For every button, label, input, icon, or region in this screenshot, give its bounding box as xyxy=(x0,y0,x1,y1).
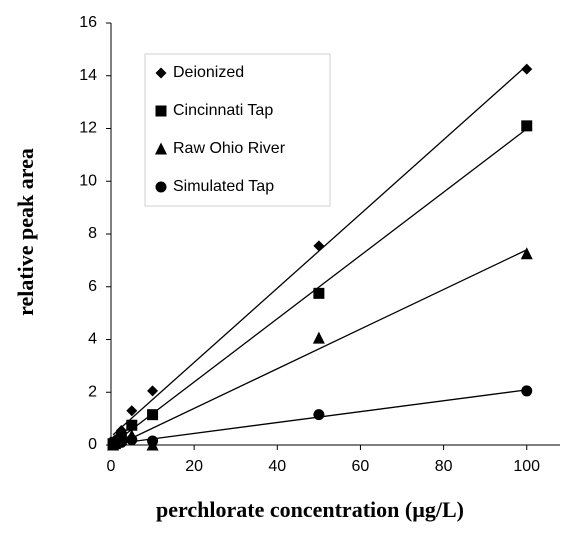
data-point xyxy=(147,435,159,447)
y-tick-label: 12 xyxy=(79,120,97,137)
legend-marker xyxy=(155,142,167,155)
x-axis-label: perchlorate concentration (µg/L) xyxy=(156,497,464,522)
y-tick-label: 0 xyxy=(88,436,97,453)
legend-marker xyxy=(155,181,167,193)
legend-box xyxy=(144,53,331,207)
y-tick-label: 14 xyxy=(79,67,97,84)
data-point xyxy=(521,120,533,132)
legend: Deionized Cincinnati Tap Raw Ohio River Sim… xyxy=(144,53,331,207)
y-tick-label: 8 xyxy=(88,225,97,242)
data-point xyxy=(313,240,325,252)
legend-marker xyxy=(155,105,167,117)
data-point xyxy=(126,434,138,446)
y-axis-label: relative peak area xyxy=(13,148,38,316)
x-tick-label: 0 xyxy=(107,458,116,475)
x-tick-label: 20 xyxy=(185,458,203,475)
x-tick-label: 40 xyxy=(268,458,286,475)
legend-label: Simulated Tap xyxy=(173,178,274,195)
data-point xyxy=(147,409,159,421)
y-tick-label: 10 xyxy=(79,172,97,189)
data-point xyxy=(147,385,159,397)
legend-label: Cincinnati Tap xyxy=(173,102,273,119)
legend-label: Deionized xyxy=(173,64,244,81)
data-point xyxy=(312,331,325,344)
y-tick-label: 2 xyxy=(88,383,97,400)
data-point xyxy=(126,405,138,417)
x-tick-label: 100 xyxy=(513,458,540,475)
data-point xyxy=(313,409,325,421)
trend-line xyxy=(112,249,528,448)
x-tick-label: 80 xyxy=(435,458,453,475)
data-point xyxy=(521,385,533,397)
data-point xyxy=(126,419,138,431)
data-point xyxy=(520,247,533,260)
y-tick-label: 4 xyxy=(88,331,97,348)
x-tick-label: 60 xyxy=(352,458,370,475)
trend-line xyxy=(112,128,528,445)
data-point xyxy=(521,63,533,75)
data-point xyxy=(115,436,127,448)
data-point xyxy=(313,287,325,299)
y-tick-label: 6 xyxy=(88,278,97,295)
legend-label: Raw Ohio River xyxy=(173,140,286,157)
y-tick-label: 16 xyxy=(79,14,97,31)
legend-marker xyxy=(155,67,167,79)
